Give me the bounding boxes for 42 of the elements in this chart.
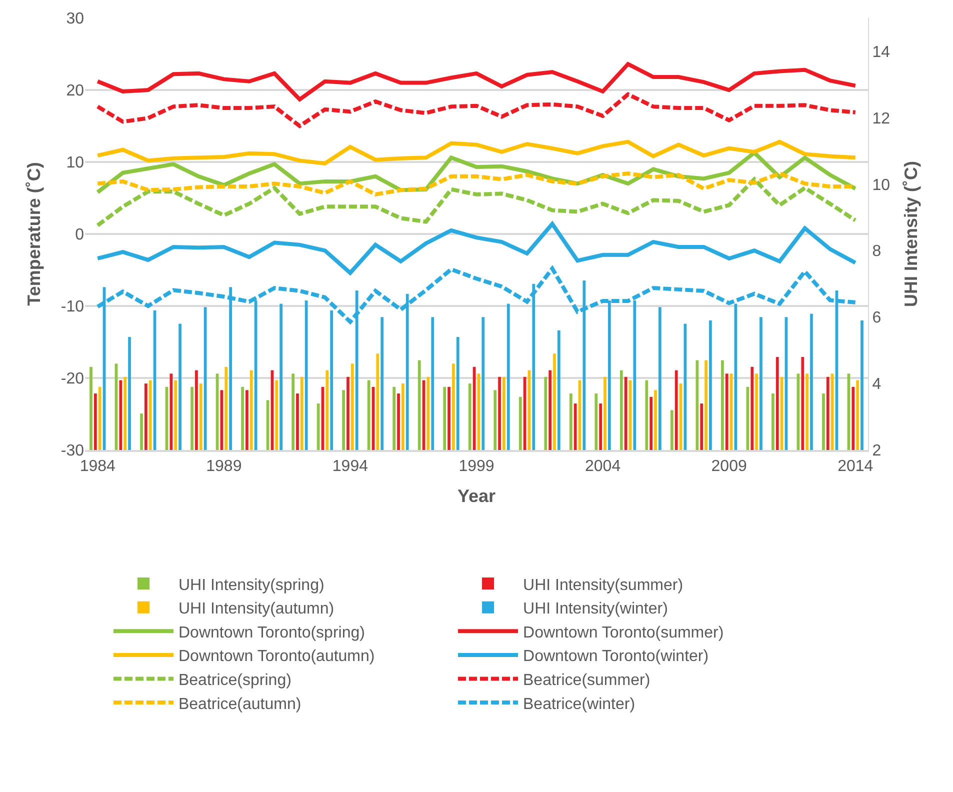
line-series [96,222,858,275]
legend-label: Beatrice(autumn) [178,696,302,713]
y2-tick-label: 4 [872,376,882,394]
line-series [96,172,858,196]
legend-label: Downtown Toronto(autumn) [178,648,375,666]
y2-tick-label: 12 [872,110,890,128]
legend-label: UHI Intensity(summer) [523,576,684,594]
legend-label: UHI Intensity(autumn) [178,600,334,618]
x-tick-label: 2014 [838,458,874,476]
y-tick-label: 10 [66,154,84,172]
y-tick-label: -30 [60,442,84,460]
line-series [96,140,858,166]
x-tick-label: 1984 [80,458,116,476]
legend-label: Downtown Toronto(spring) [178,624,365,642]
x-tick-label: 2004 [584,458,621,476]
legend-label: Downtown Toronto(summer) [523,624,724,642]
line-series [96,177,858,228]
y-tick-label: 20 [66,82,84,100]
legend-label: UHI Intensity(spring) [178,576,324,594]
x-tick-label: 1999 [458,458,494,476]
y2-axis-title: UHI Intensity (˚C) [901,161,922,307]
line-series [96,62,858,102]
y-tick-label: -20 [60,370,84,388]
y-tick-label: 0 [75,226,84,244]
y2-tick-label: 10 [872,176,890,194]
legend-label: Beatrice(winter) [523,696,636,713]
x-tick-label: 2009 [711,458,747,476]
legend-label: Downtown Toronto(winter) [523,648,709,666]
y-tick-label: 30 [66,10,84,28]
legend-label: Beatrice(summer) [523,672,650,689]
x-tick-label: 1994 [332,458,368,476]
x-axis-title: Year [457,486,496,506]
y-tick-label: -10 [60,298,84,316]
y2-tick-label: 14 [872,44,890,61]
y2-tick-label: 6 [872,310,882,327]
y-axis-title: Temperature (˚C) [24,162,44,306]
legend-label: UHI Intensity(winter) [523,600,668,618]
x-tick-label: 1989 [206,458,242,476]
line-series [96,92,858,128]
legend-label: Beatrice(spring) [178,672,292,689]
y2-tick-label: 8 [872,243,882,260]
y2-tick-label: 2 [872,442,882,460]
